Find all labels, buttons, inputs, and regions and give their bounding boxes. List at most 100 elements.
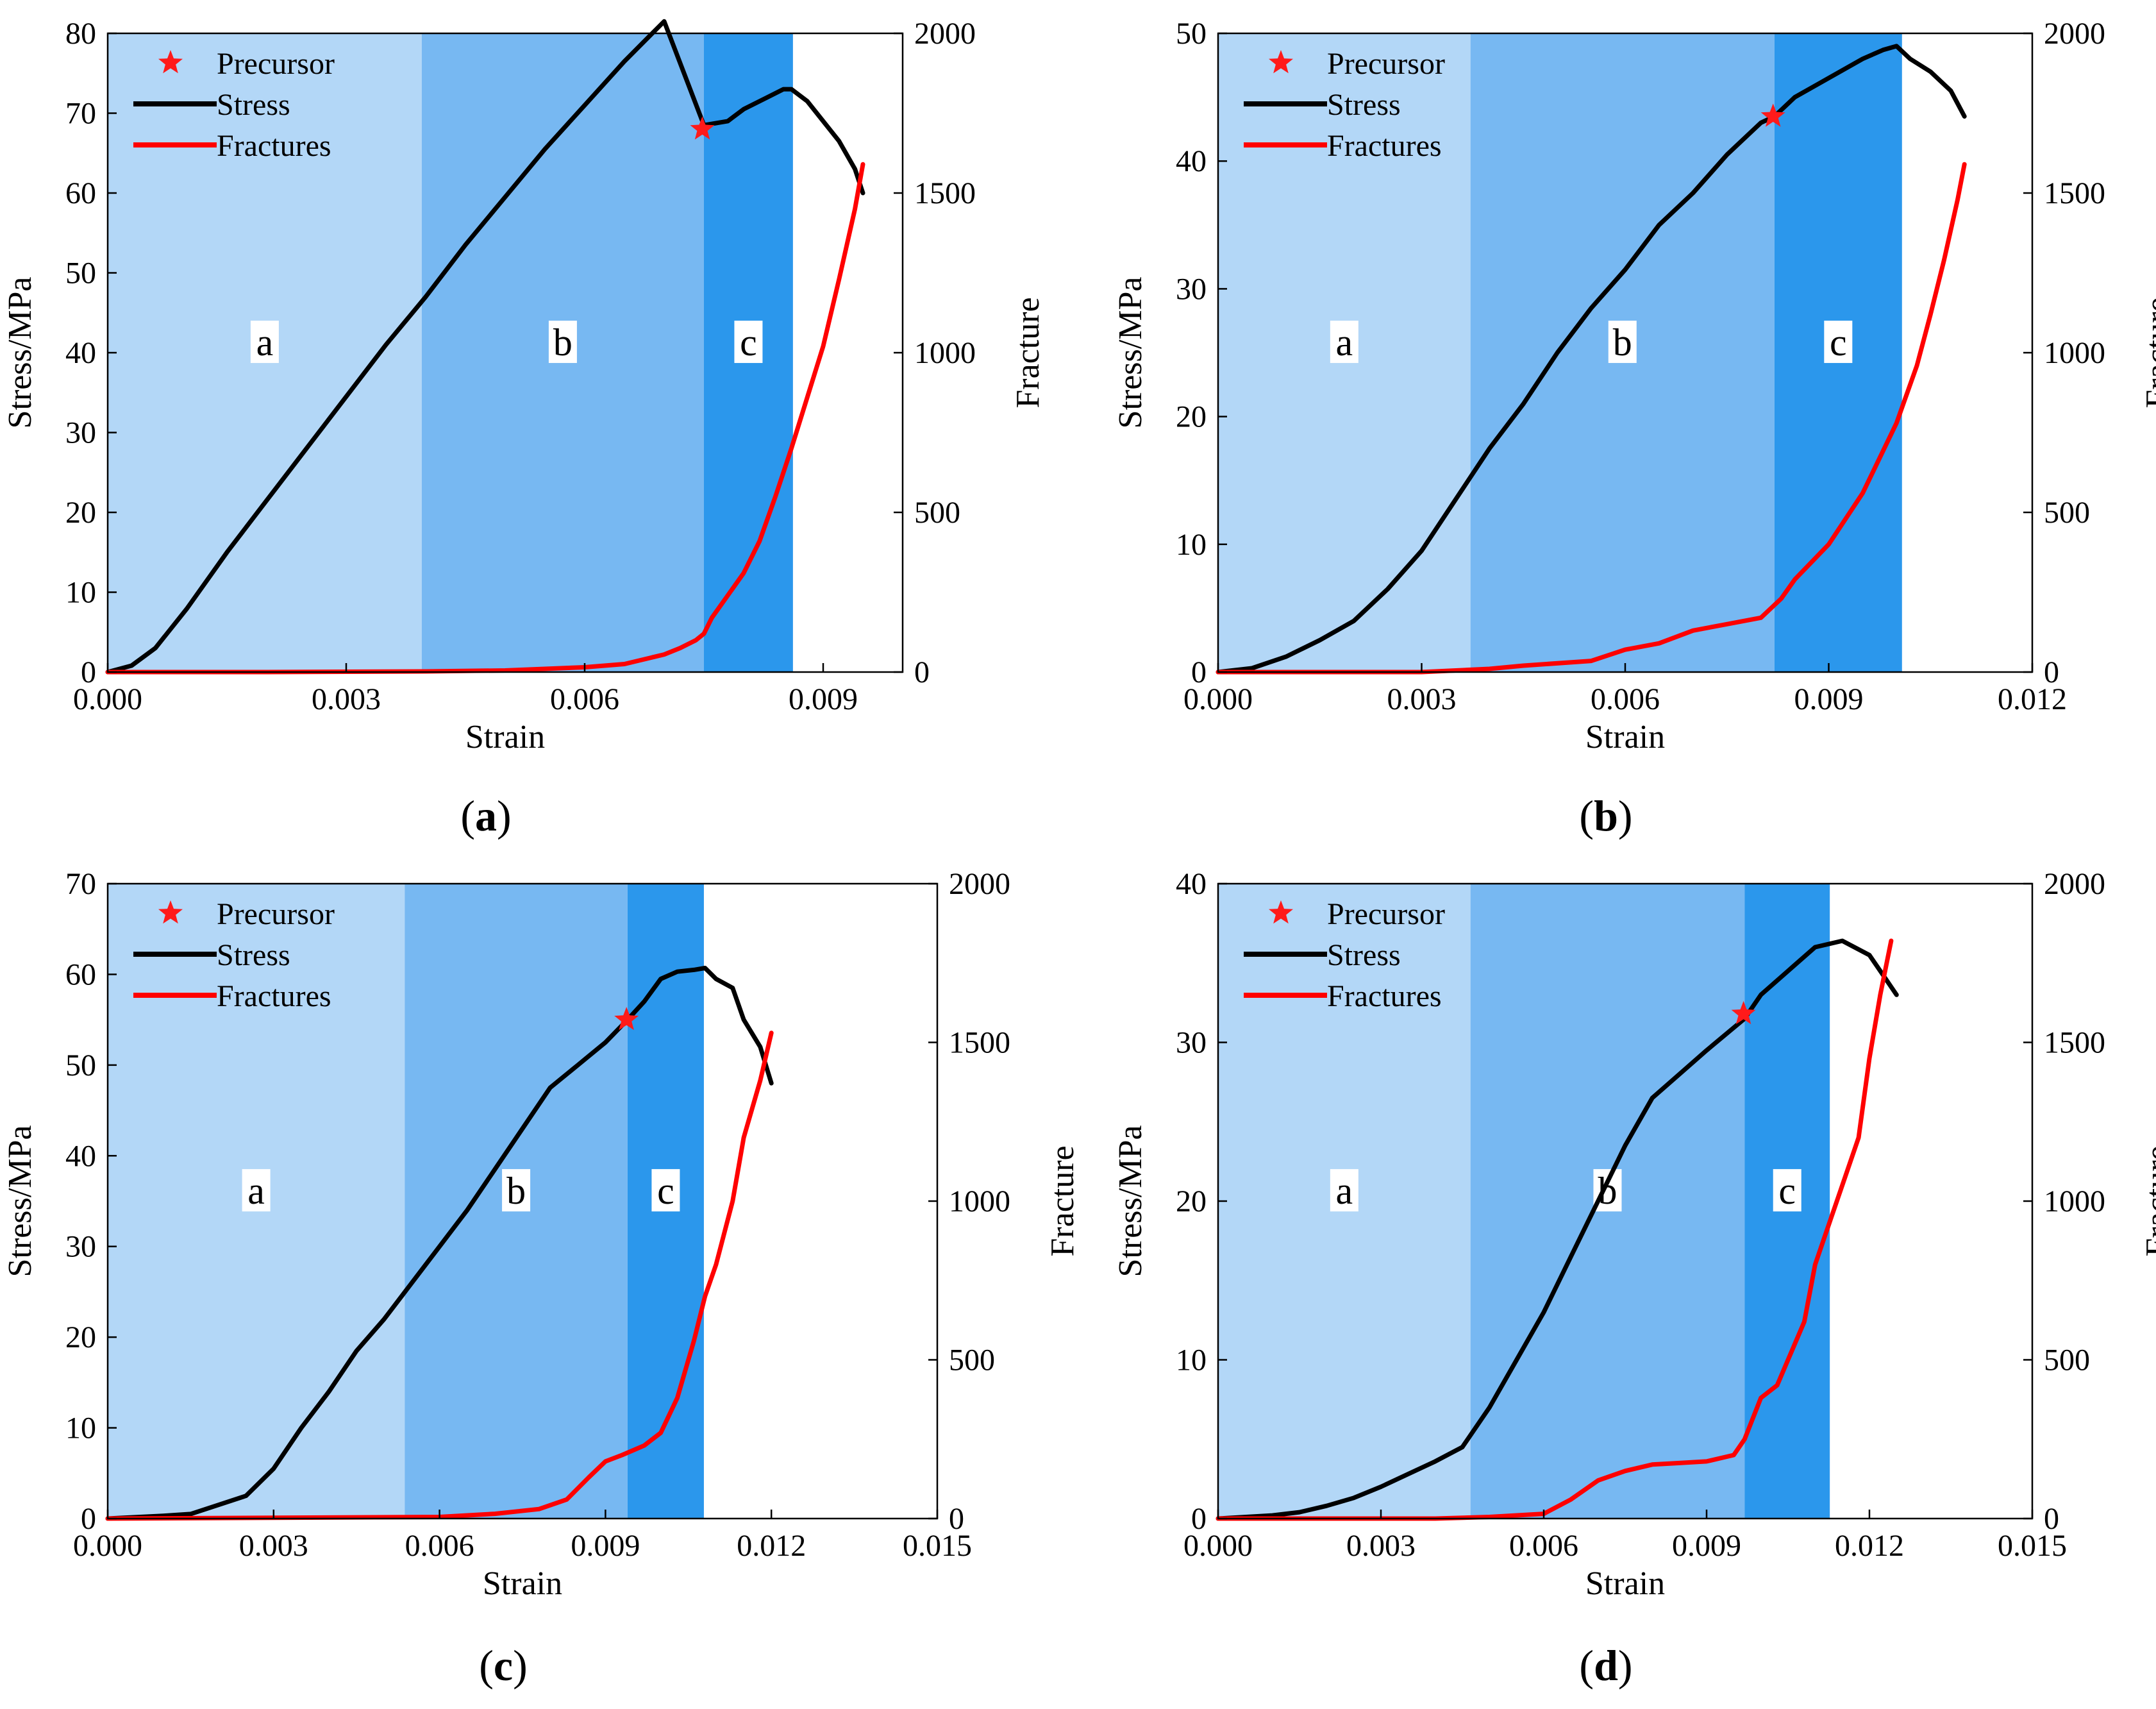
- panel-caption-letter: b: [1594, 791, 1618, 840]
- y-tick-label: 40: [65, 336, 96, 370]
- y-axis-title: Stress/MPa: [1112, 1125, 1149, 1277]
- fractures-series-line: [1216, 162, 1967, 675]
- y-tick-label: 60: [65, 176, 96, 210]
- y-tick-label: 50: [65, 1048, 96, 1082]
- y-tick-label: 50: [1176, 17, 1207, 51]
- y2-tick-label: 1500: [949, 1026, 1010, 1060]
- y2-tick-label: 0: [2044, 655, 2059, 689]
- legend-precursor-label: Precursor: [1327, 897, 1445, 931]
- y-tick-label: 0: [81, 1502, 96, 1536]
- x-tick-label: 0.009: [1794, 682, 1864, 716]
- panel-a: a b c 0.000 0.003 0.006 0.009 0 10 20 30 40 50 60 70 80…: [2, 17, 1046, 840]
- legend-stress-label: Stress: [217, 88, 290, 122]
- legend-fractures-label: Fractures: [217, 129, 331, 163]
- y2-axis-title: Fracture: [1044, 1145, 1081, 1256]
- y-tick-label: 20: [65, 1320, 96, 1354]
- y2-tick-label: 1500: [2044, 1026, 2105, 1060]
- y-tick-label: 20: [1176, 400, 1207, 434]
- x-tick-label: 0.015: [903, 1529, 972, 1563]
- y-tick-label: 40: [1176, 144, 1207, 178]
- x-tick-label: 0.003: [239, 1529, 308, 1563]
- legend-stress-label: Stress: [1327, 938, 1401, 972]
- y-tick-label: 30: [65, 1230, 96, 1264]
- y-tick-label: 70: [65, 97, 96, 131]
- x-tick-label: 0.009: [571, 1529, 640, 1563]
- y2-tick-label: 1000: [2044, 336, 2105, 370]
- y2-axis-title: Fracture: [1010, 297, 1046, 408]
- x-tick-label: 0.009: [789, 682, 858, 716]
- y2-tick-label: 1000: [2044, 1184, 2105, 1218]
- x-axis-title: Strain: [483, 1565, 562, 1602]
- x-axis-title: Strain: [1585, 719, 1665, 755]
- stress-series-line: [1216, 44, 1967, 675]
- y-tick-label: 30: [65, 416, 96, 450]
- legend-precursor-label: Precursor: [217, 47, 335, 81]
- y-tick-label: 0: [1191, 655, 1207, 689]
- x-tick-label: 0.003: [312, 682, 381, 716]
- panel-caption-letter: c: [494, 1641, 513, 1690]
- legend-fractures-label: Fractures: [217, 979, 331, 1013]
- stress-series-line: [105, 19, 865, 675]
- legend-stress-label: Stress: [217, 938, 290, 972]
- region-c-label: c: [1830, 321, 1847, 364]
- y2-tick-label: 500: [914, 496, 960, 530]
- region-c-label-bg: [651, 1169, 680, 1212]
- y2-tick-label: 1000: [914, 336, 976, 370]
- region-c-label-bg: [734, 321, 763, 364]
- region-c-label: c: [740, 321, 757, 364]
- y-tick-label: 20: [1176, 1184, 1207, 1218]
- region-a-label-bg: [250, 321, 279, 364]
- region-c-label: c: [657, 1170, 674, 1212]
- panel-caption: (b): [1579, 791, 1632, 840]
- x-tick-label: 0.006: [1509, 1529, 1578, 1563]
- y2-tick-label: 2000: [2044, 17, 2105, 51]
- stress-series-line: [105, 966, 774, 1521]
- x-tick-label: 0.012: [737, 1529, 806, 1563]
- panel-c: a b c0.000 0.003 0.006 0.009 0.012 0.0150102030…: [2, 867, 1081, 1690]
- x-tick-label: 0.003: [1346, 1529, 1416, 1563]
- region-b-label: b: [1613, 321, 1632, 364]
- y2-tick-label: 0: [2044, 1502, 2059, 1536]
- panel-caption: (c): [479, 1641, 528, 1690]
- region-c-label-bg: [1773, 1169, 1801, 1212]
- y-tick-label: 40: [65, 1139, 96, 1173]
- legend-fractures-label: Fractures: [1327, 129, 1442, 163]
- x-tick-label: 0.009: [1672, 1529, 1741, 1563]
- legend-precursor-marker: [158, 50, 183, 74]
- y-tick-label: 70: [65, 867, 96, 901]
- panel-caption: (a): [460, 791, 511, 840]
- y-tick-label: 40: [1176, 867, 1207, 901]
- x-tick-label: 0.000: [1183, 1529, 1253, 1563]
- region-a-label: a: [1336, 1170, 1353, 1212]
- precursor-star-marker: [1760, 103, 1785, 127]
- region-b-label: b: [553, 321, 572, 364]
- x-tick-label: 0.006: [1591, 682, 1660, 716]
- region-c-label-bg: [1824, 321, 1853, 364]
- region-b-label-bg: [502, 1169, 531, 1212]
- y-tick-label: 10: [65, 576, 96, 610]
- x-tick-label: 0.000: [73, 1529, 142, 1563]
- y2-tick-label: 1500: [2044, 176, 2105, 210]
- region-b-label: b: [506, 1170, 526, 1212]
- fractures-series-line: [105, 162, 865, 675]
- legend-precursor-marker: [158, 900, 183, 924]
- precursor-star-marker: [614, 1007, 639, 1031]
- y2-tick-label: 500: [949, 1343, 995, 1377]
- x-tick-label: 0.000: [1183, 682, 1253, 716]
- region-a-label-bg: [1330, 321, 1358, 364]
- y-tick-label: 30: [1176, 272, 1207, 306]
- region-c-label: c: [1778, 1170, 1796, 1212]
- y-axis-title: Stress/MPa: [2, 1125, 38, 1277]
- x-tick-label: 0.012: [1835, 1529, 1904, 1563]
- precursor-star-marker: [1731, 1000, 1756, 1025]
- x-tick-label: 0.015: [1998, 1529, 2067, 1563]
- legend-stress-label: Stress: [1327, 88, 1401, 122]
- x-axis-title: Strain: [1585, 1565, 1665, 1602]
- y2-tick-label: 500: [2044, 496, 2090, 530]
- y2-tick-label: 1000: [949, 1184, 1010, 1218]
- x-axis-title: Strain: [465, 719, 545, 755]
- region-a-label-bg: [242, 1169, 271, 1212]
- legend-precursor-label: Precursor: [1327, 47, 1445, 81]
- y-tick-label: 0: [81, 655, 96, 689]
